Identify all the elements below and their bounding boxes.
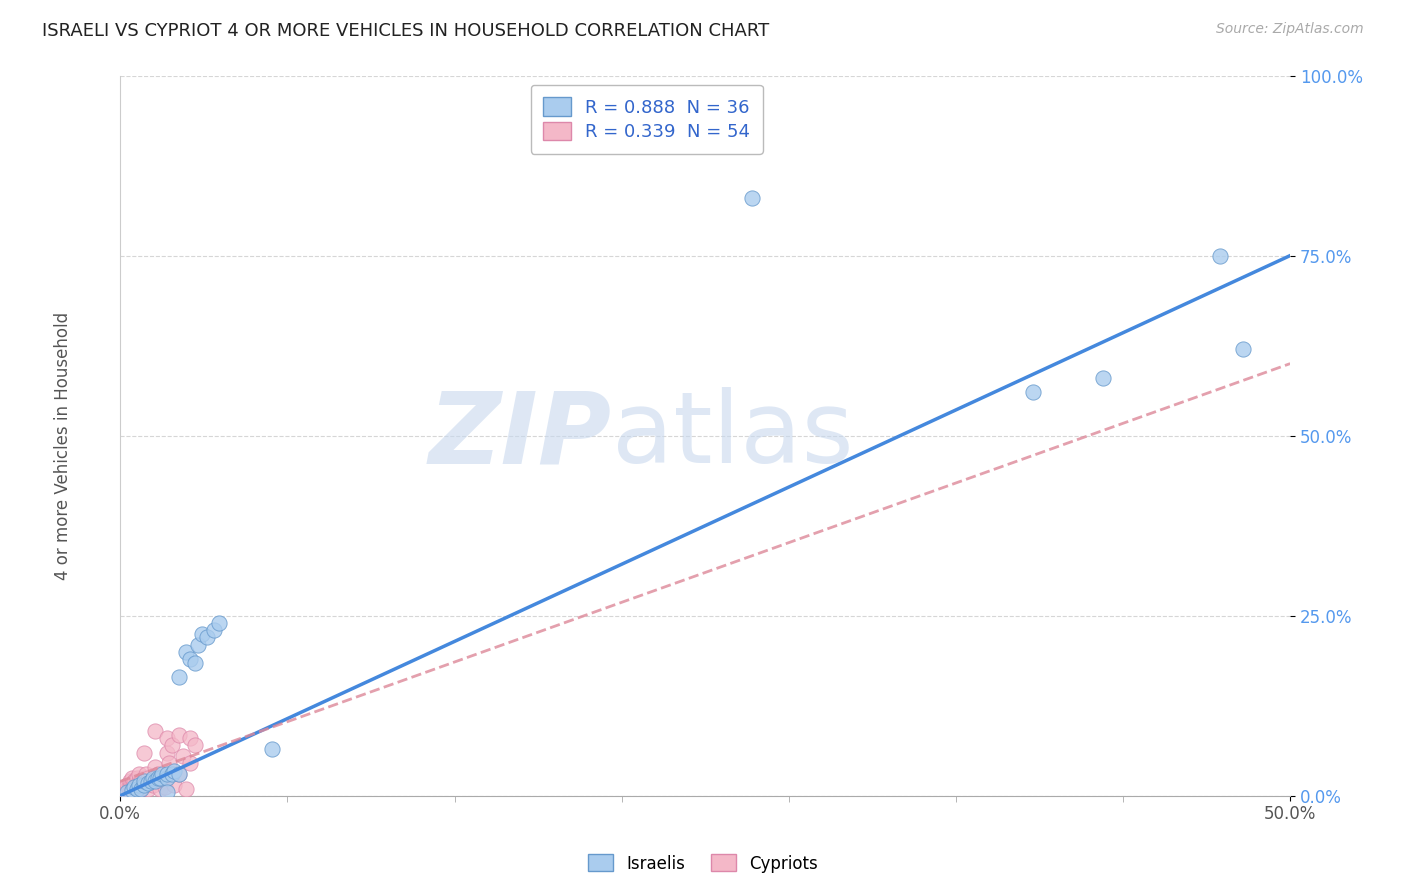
Point (132, 778, 155, 792)
Point (128, 778, 150, 792)
Point (174, 781, 197, 796)
Point (262, 742, 284, 756)
Text: atlas: atlas (612, 387, 853, 484)
Point (174, 645, 197, 659)
Point (142, 778, 165, 792)
Point (125, 771, 148, 785)
Point (142, 771, 165, 785)
Point (167, 767, 190, 781)
Point (131, 781, 153, 796)
Point (156, 746, 179, 760)
Point (121, 776, 143, 790)
Point (124, 774, 146, 789)
Point (125, 781, 148, 796)
Point (132, 778, 155, 792)
Point (114, 785, 136, 799)
Point (152, 774, 174, 789)
Point (145, 774, 167, 789)
Text: 4 or more Vehicles in Household: 4 or more Vehicles in Household (55, 312, 72, 580)
Point (131, 781, 153, 796)
Point (167, 670, 190, 684)
Legend: R = 0.888  N = 36, R = 0.339  N = 54: R = 0.888 N = 36, R = 0.339 N = 54 (531, 85, 762, 154)
Point (125, 778, 148, 792)
Point (114, 781, 136, 796)
Point (124, 780, 146, 794)
Point (131, 774, 153, 789)
Point (179, 756, 201, 771)
Point (121, 783, 143, 797)
Point (172, 749, 194, 764)
Point (152, 767, 174, 781)
Point (139, 774, 162, 789)
Point (124, 778, 146, 792)
Point (202, 623, 225, 637)
Point (159, 756, 181, 771)
Point (167, 727, 190, 741)
Point (160, 767, 183, 781)
Legend: Israelis, Cypriots: Israelis, Cypriots (582, 847, 824, 880)
Point (186, 638, 208, 652)
Point (132, 746, 155, 760)
Point (117, 781, 139, 796)
Point (118, 778, 141, 792)
Point (118, 785, 141, 799)
Point (128, 778, 150, 792)
Point (156, 767, 179, 781)
Point (163, 778, 186, 792)
Point (117, 785, 139, 799)
Point (167, 767, 190, 781)
Point (1091, 371, 1114, 385)
Point (191, 626, 214, 640)
Point (163, 764, 186, 778)
Point (1022, 385, 1045, 400)
Point (128, 774, 150, 789)
Point (132, 774, 155, 789)
Text: Source: ZipAtlas.com: Source: ZipAtlas.com (1216, 22, 1364, 37)
Point (128, 767, 150, 781)
Point (1209, 249, 1232, 263)
Point (132, 771, 155, 785)
Point (114, 780, 136, 794)
Point (184, 739, 207, 753)
Point (1232, 342, 1254, 356)
Point (135, 767, 157, 781)
Point (153, 780, 176, 794)
Point (146, 767, 169, 781)
Point (139, 774, 162, 789)
Point (195, 630, 218, 644)
Point (156, 771, 179, 785)
Point (117, 778, 139, 792)
Point (160, 739, 183, 753)
Point (111, 783, 134, 797)
Point (149, 771, 172, 785)
Point (138, 771, 160, 785)
Point (184, 656, 207, 670)
Point (135, 778, 157, 792)
Point (156, 731, 179, 746)
Point (117, 785, 139, 799)
Point (118, 774, 141, 789)
Point (121, 783, 143, 797)
Point (125, 781, 148, 796)
Point (121, 780, 143, 794)
Text: ISRAELI VS CYPRIOT 4 OR MORE VEHICLES IN HOUSEHOLD CORRELATION CHART: ISRAELI VS CYPRIOT 4 OR MORE VEHICLES IN… (42, 22, 769, 40)
Point (145, 723, 167, 738)
Point (111, 785, 134, 799)
Point (179, 731, 201, 746)
Point (145, 760, 167, 774)
Point (138, 776, 160, 790)
Point (741, 191, 763, 205)
Point (156, 785, 179, 799)
Point (207, 615, 229, 630)
Point (149, 781, 172, 796)
Point (138, 781, 160, 796)
Point (146, 771, 169, 785)
Point (179, 652, 201, 666)
Point (121, 771, 143, 785)
Point (118, 781, 141, 796)
Text: ZIP: ZIP (429, 387, 612, 484)
Point (124, 781, 146, 796)
